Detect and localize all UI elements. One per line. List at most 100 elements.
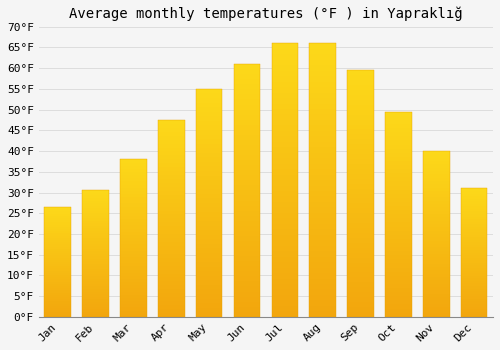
Bar bbox=[423, 194, 450, 197]
Bar bbox=[461, 253, 487, 255]
Bar bbox=[158, 266, 184, 270]
Bar bbox=[348, 213, 374, 218]
Bar bbox=[120, 210, 146, 213]
Bar bbox=[120, 241, 146, 244]
Bar bbox=[82, 284, 109, 287]
Bar bbox=[272, 114, 298, 120]
Bar bbox=[310, 196, 336, 202]
Bar bbox=[272, 175, 298, 180]
Bar bbox=[461, 263, 487, 265]
Bar bbox=[234, 150, 260, 155]
Bar bbox=[44, 293, 71, 295]
Bar bbox=[310, 114, 336, 120]
Bar bbox=[158, 171, 184, 175]
Bar bbox=[272, 153, 298, 158]
Bar bbox=[385, 136, 411, 140]
Bar bbox=[234, 110, 260, 114]
Bar bbox=[461, 276, 487, 278]
Bar bbox=[196, 271, 222, 276]
Bar bbox=[82, 213, 109, 216]
Bar bbox=[158, 226, 184, 230]
Bar bbox=[196, 171, 222, 175]
Bar bbox=[385, 247, 411, 251]
Bar bbox=[120, 260, 146, 263]
Bar bbox=[385, 153, 411, 157]
Bar bbox=[348, 262, 374, 267]
Bar bbox=[82, 276, 109, 279]
Bar bbox=[423, 287, 450, 290]
Bar bbox=[272, 229, 298, 235]
Bar bbox=[234, 312, 260, 317]
Bar bbox=[385, 231, 411, 235]
Bar bbox=[461, 288, 487, 291]
Bar bbox=[348, 75, 374, 80]
Bar bbox=[385, 128, 411, 132]
Bar bbox=[234, 231, 260, 236]
Bar bbox=[461, 230, 487, 232]
Bar bbox=[461, 260, 487, 263]
Bar bbox=[120, 216, 146, 219]
Bar bbox=[82, 190, 109, 317]
Bar bbox=[385, 288, 411, 292]
Bar bbox=[461, 265, 487, 268]
Bar bbox=[461, 312, 487, 314]
Bar bbox=[348, 105, 374, 110]
Bar bbox=[310, 76, 336, 82]
Bar bbox=[385, 243, 411, 247]
Bar bbox=[461, 214, 487, 217]
Bar bbox=[158, 155, 184, 159]
Bar bbox=[423, 294, 450, 297]
Bar bbox=[272, 147, 298, 153]
Bar bbox=[82, 307, 109, 309]
Bar bbox=[461, 191, 487, 194]
Bar bbox=[158, 203, 184, 206]
Bar bbox=[348, 169, 374, 174]
Bar bbox=[158, 167, 184, 171]
Bar bbox=[461, 291, 487, 294]
Bar bbox=[196, 175, 222, 180]
Bar bbox=[158, 175, 184, 179]
Bar bbox=[272, 98, 298, 104]
Bar bbox=[234, 216, 260, 221]
Bar bbox=[461, 209, 487, 211]
Bar bbox=[234, 256, 260, 261]
Bar bbox=[272, 251, 298, 257]
Bar bbox=[385, 173, 411, 177]
Bar bbox=[234, 287, 260, 292]
Bar bbox=[234, 79, 260, 84]
Bar bbox=[272, 213, 298, 218]
Bar bbox=[120, 213, 146, 216]
Bar bbox=[44, 218, 71, 220]
Bar bbox=[348, 223, 374, 228]
Bar bbox=[82, 233, 109, 236]
Bar bbox=[120, 266, 146, 270]
Bar bbox=[348, 120, 374, 125]
Bar bbox=[461, 299, 487, 301]
Bar bbox=[385, 226, 411, 231]
Bar bbox=[272, 262, 298, 268]
Bar bbox=[196, 194, 222, 198]
Bar bbox=[196, 299, 222, 303]
Bar bbox=[272, 312, 298, 317]
Bar bbox=[272, 169, 298, 175]
Bar bbox=[44, 229, 71, 231]
Bar bbox=[82, 251, 109, 254]
Bar bbox=[44, 225, 71, 227]
Bar bbox=[310, 142, 336, 147]
Bar bbox=[385, 194, 411, 198]
Bar bbox=[196, 107, 222, 112]
Bar bbox=[158, 234, 184, 238]
Bar bbox=[196, 185, 222, 189]
Bar bbox=[158, 313, 184, 317]
Bar bbox=[272, 224, 298, 229]
Bar bbox=[461, 304, 487, 307]
Bar bbox=[348, 159, 374, 164]
Bar bbox=[120, 194, 146, 197]
Bar bbox=[44, 273, 71, 275]
Bar bbox=[196, 235, 222, 239]
Bar bbox=[348, 139, 374, 144]
Bar bbox=[310, 218, 336, 224]
Bar bbox=[158, 297, 184, 301]
Bar bbox=[272, 71, 298, 76]
Bar bbox=[158, 246, 184, 250]
